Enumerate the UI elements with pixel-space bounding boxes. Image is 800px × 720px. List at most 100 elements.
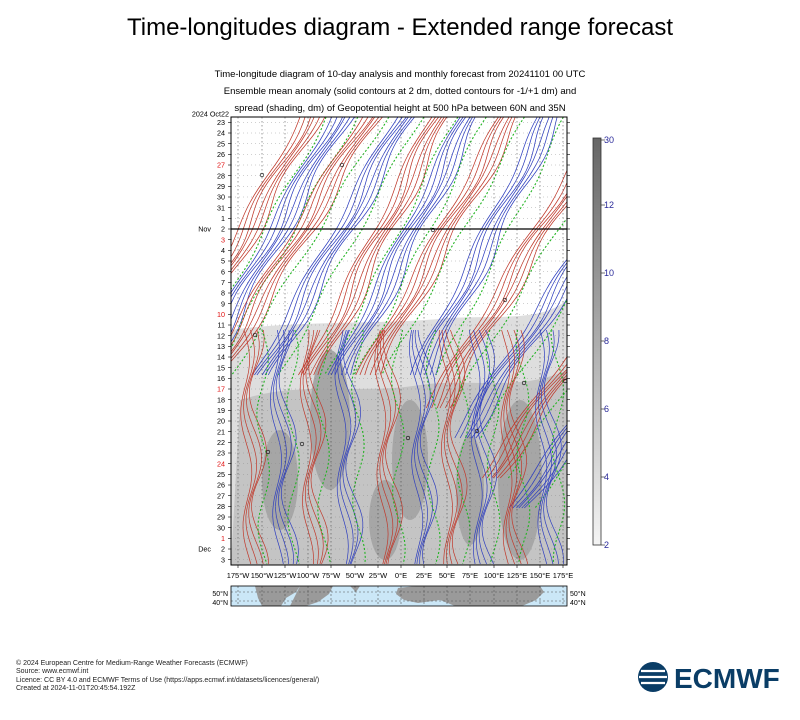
contour-line (485, 329, 501, 565)
contour-line (424, 117, 550, 376)
y-day-label: 17 (217, 385, 225, 394)
contour-line (364, 117, 504, 376)
contour-line (299, 330, 314, 565)
contour-line (277, 117, 425, 376)
x-tick-label: 175°E (553, 571, 574, 580)
contour-line (369, 117, 510, 376)
contour-line (302, 329, 319, 565)
y-day-label: 11 (218, 321, 225, 330)
y-day-label: 27 (217, 491, 225, 500)
contour-line (251, 117, 399, 376)
extremum-marker (474, 428, 480, 434)
chart-subtitle-line-1: Time-longitude diagram of 10-day analysi… (214, 69, 586, 80)
contour-line (493, 370, 567, 479)
contour-line (509, 329, 529, 565)
contour-line (449, 329, 468, 565)
x-tick-label: 25°W (369, 571, 388, 580)
contour-line (436, 192, 567, 409)
contour-line (518, 440, 567, 509)
map-lat-label-left: 40°N (212, 599, 228, 607)
contour-line (475, 297, 567, 439)
contour-line (345, 117, 473, 376)
x-tick-label: 75°E (462, 571, 478, 580)
contour-line (323, 117, 459, 376)
colorbar-tick-label: 2 (604, 540, 609, 550)
contour-line (496, 374, 567, 479)
y-day-label: 30 (217, 193, 225, 202)
extremum-marker (265, 449, 271, 455)
y-day-label: 14 (217, 353, 225, 362)
contour-line (298, 117, 433, 376)
contour-line (231, 117, 327, 290)
x-tick-label: 125°E (507, 571, 528, 580)
y-day-label: 8 (221, 289, 225, 298)
x-tick-label: 0°E (395, 571, 407, 580)
extremum-marker (502, 297, 508, 303)
contour-line (254, 117, 403, 376)
ecmwf-logo-text: ECMWF (674, 663, 780, 694)
contour-line (278, 329, 299, 565)
contour-line (243, 329, 258, 565)
latitude-band-map: 50°N 40°N 50°N 40°N (212, 585, 586, 607)
contour-line (480, 298, 567, 439)
x-tick-label: 50°W (346, 571, 365, 580)
y-month-label: Nov (198, 225, 211, 234)
contour-line (256, 329, 270, 565)
contour-line (471, 284, 567, 439)
contour-line (267, 117, 415, 376)
contour-line (435, 117, 558, 376)
contour-line (249, 329, 270, 565)
extremum-marker (430, 227, 436, 233)
contour-line (464, 265, 567, 439)
y-day-label: 29 (217, 182, 225, 191)
contour-line (543, 329, 564, 565)
contour-line (380, 329, 399, 565)
y-axis: 2324252627282930311234567891011121314151… (192, 110, 570, 564)
y-month-label: Dec (198, 545, 211, 554)
contour-line (508, 424, 567, 509)
x-tick-label: 75°W (322, 571, 341, 580)
y-month-label: 2024 Oct22 (192, 110, 229, 119)
y-day-label: 2 (221, 225, 225, 234)
contour-line (507, 389, 567, 479)
plot-frame (230, 116, 568, 566)
contour-line (231, 117, 383, 363)
colorbar-tick-label: 6 (604, 404, 609, 414)
y-day-label: 3 (221, 235, 225, 244)
x-axis: 175°W 150°W 125°W 100°W 75°W 50°W 25°W 0°E 25°E 5… (227, 565, 574, 580)
contour-line (334, 329, 349, 565)
contour-line (473, 329, 488, 565)
contour-line (330, 117, 464, 376)
contour-line (275, 329, 294, 565)
extremum-marker (405, 435, 411, 441)
contour-line (231, 117, 338, 298)
contour-line (355, 117, 499, 376)
map-lat-label-right: 40°N (570, 599, 586, 607)
y-day-label: 3 (221, 555, 225, 564)
contour-line (300, 117, 436, 376)
x-tick-label: 125°W (274, 571, 298, 580)
y-day-label: 12 (217, 331, 225, 340)
colorbar-tick-label: 8 (604, 336, 609, 346)
source-text: Source: www.ecmwf.int (16, 668, 89, 676)
contour-line (264, 117, 413, 376)
contour-line (240, 329, 253, 565)
y-day-label: 13 (217, 342, 225, 351)
contour-line (380, 117, 516, 376)
contour-line (231, 117, 369, 346)
y-day-label: 26 (217, 481, 225, 490)
contour-line (231, 117, 390, 376)
contour-line (231, 117, 320, 271)
contour-line (550, 330, 566, 565)
extremum-marker (521, 380, 527, 386)
contour-line (417, 329, 438, 565)
y-day-label: 27 (217, 161, 225, 170)
x-tick-label: 150°E (530, 571, 551, 580)
footer-credits: © 2024 European Centre for Medium-Range … (16, 660, 319, 693)
contour-line (439, 195, 567, 409)
y-day-label: 23 (217, 118, 225, 127)
extremum-marker (299, 441, 305, 447)
spread-level-max (369, 480, 401, 560)
contour-line (350, 117, 476, 376)
